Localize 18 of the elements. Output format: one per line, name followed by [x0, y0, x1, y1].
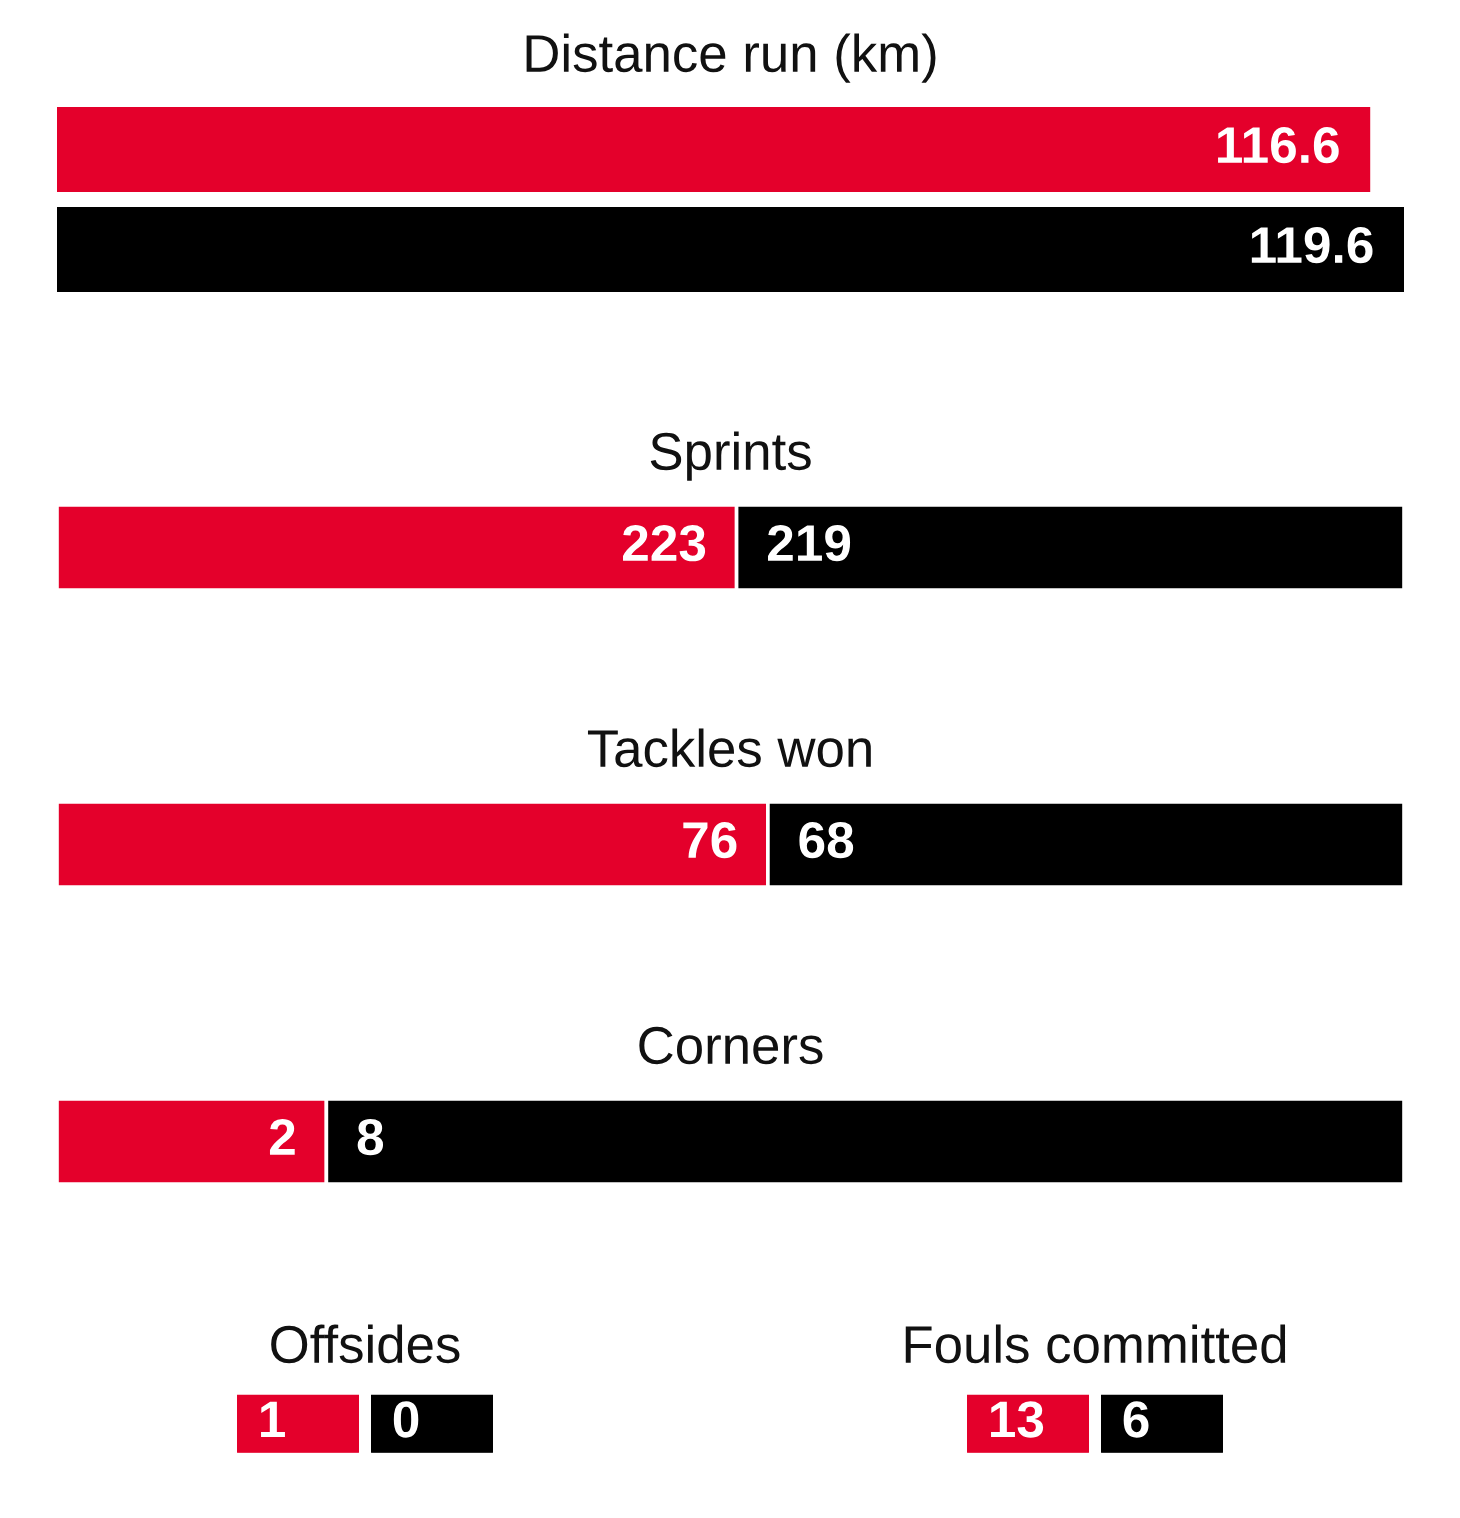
chart-title: Corners [639, 1026, 823, 1065]
data-label: 76 [683, 821, 737, 859]
data-label: 8 [357, 1118, 384, 1156]
text: Fouls committed [905, 1324, 1286, 1364]
data-label: 116.6 [1218, 126, 1339, 164]
data-label: 0 [393, 1401, 419, 1438]
chart-title: Tackles won [587, 728, 871, 768]
text: Offsides [271, 1324, 460, 1364]
data-label: 119.6 [1251, 226, 1373, 264]
data-label: 223 [623, 524, 706, 562]
data-label: 6 [1123, 1401, 1149, 1438]
chart-title: Distance run (km) [526, 33, 936, 83]
data-label: 1 [261, 1401, 285, 1438]
data-label: 219 [768, 524, 851, 562]
data-label: 13 [991, 1401, 1044, 1438]
data-label: 68 [799, 821, 854, 859]
data-label: 2 [269, 1118, 295, 1155]
chart-title: Sprints [650, 431, 811, 481]
